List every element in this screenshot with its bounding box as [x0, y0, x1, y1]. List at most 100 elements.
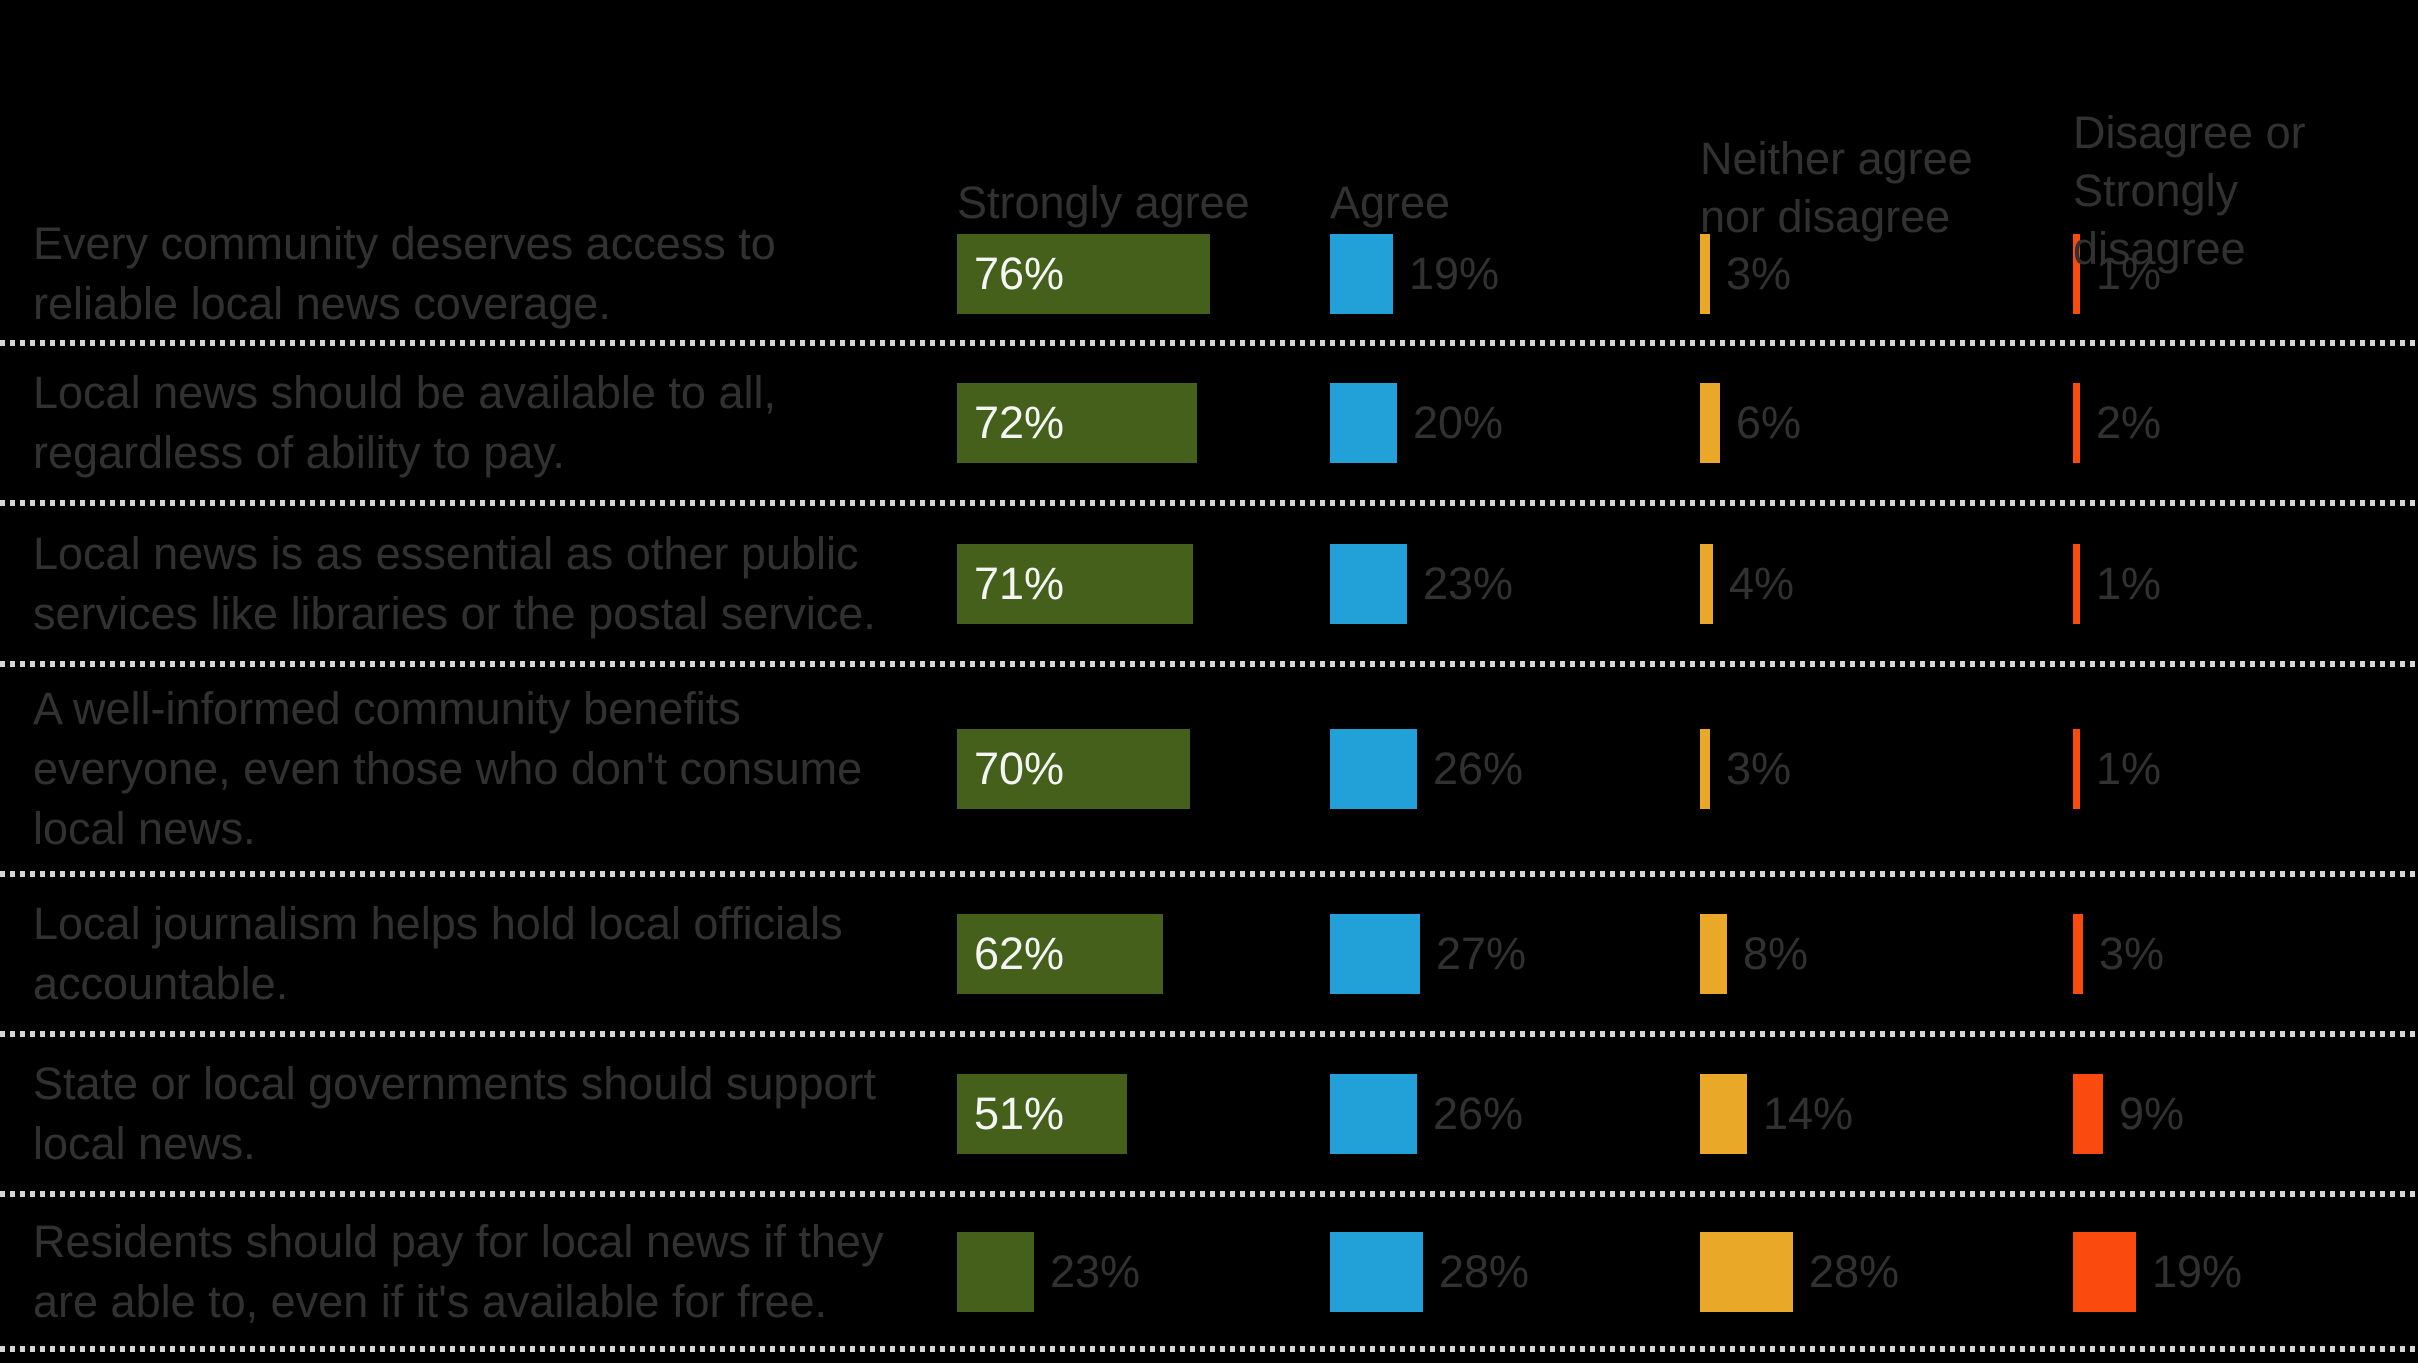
bar-agree: [1330, 729, 1417, 809]
bar-cell-disagree-or-strongly-disagree: 9%: [2073, 1074, 2418, 1154]
bar-disagree-or-strongly-disagree: [2073, 729, 2080, 809]
row-separator: [0, 871, 2418, 877]
value-label: 19%: [2152, 1245, 2243, 1297]
value-label-inside: 51%: [974, 1088, 1065, 1139]
statement-label: A well-informed community benefits every…: [33, 683, 863, 854]
bar-neither-agree-nor-disagree: [1700, 729, 1710, 809]
bar-disagree-or-strongly-disagree: [2073, 233, 2080, 314]
statement-row: Local news is as essential as other publ…: [0, 506, 2418, 661]
statement-row: Residents should pay for local news if t…: [0, 1197, 2418, 1346]
bar-strongly-agree: [957, 1231, 1034, 1312]
row-separator: [0, 500, 2418, 506]
column-header-label: Disagree or Strongly disagree: [2073, 107, 2306, 274]
bar-cell-neither-agree-nor-disagree: 14%: [1700, 1074, 2073, 1154]
value-label: 28%: [1809, 1245, 1900, 1297]
row-separator: [0, 661, 2418, 667]
column-headers: Strongly agree Agree Neither agree nor d…: [0, 0, 2418, 274]
bar-cell-strongly-agree: 72%: [957, 383, 1330, 463]
bar-cell-neither-agree-nor-disagree: 8%: [1700, 914, 2073, 994]
bar-agree: [1330, 383, 1397, 463]
value-label: 23%: [1423, 557, 1514, 609]
bar-disagree-or-strongly-disagree: [2073, 1231, 2136, 1312]
column-header-agree: Agree: [1330, 116, 1700, 236]
bar-disagree-or-strongly-disagree: [2073, 543, 2080, 624]
value-label: 9%: [2119, 1088, 2185, 1139]
bar-cell-strongly-agree: 62%: [957, 914, 1330, 994]
statement-label: State or local governments should suppor…: [33, 1058, 876, 1169]
value-label: 1%: [2096, 557, 2162, 609]
value-label: 14%: [1763, 1088, 1854, 1139]
value-label: 3%: [2099, 928, 2165, 979]
value-label: 19%: [1409, 247, 1500, 299]
bar-cell-strongly-agree: 76%: [957, 233, 1330, 314]
bar-strongly-agree: 71%: [957, 543, 1193, 624]
bar-strongly-agree: 72%: [957, 383, 1197, 463]
value-label: 23%: [1050, 1245, 1141, 1297]
rows: Every community deserves access to relia…: [0, 207, 2418, 1352]
bar-disagree-or-strongly-disagree: [2073, 914, 2083, 994]
bar-cell-neither-agree-nor-disagree: 4%: [1700, 543, 2073, 624]
bar-strongly-agree: 51%: [957, 1074, 1127, 1154]
bar-cell-strongly-agree: 70%: [957, 729, 1330, 809]
bar-cell-agree: 27%: [1330, 914, 1700, 994]
value-label: 1%: [2096, 743, 2162, 794]
value-label: 3%: [1726, 743, 1792, 794]
bar-cell-neither-agree-nor-disagree: 3%: [1700, 729, 2073, 809]
column-header-label: Strongly agree: [957, 177, 1250, 228]
value-label: 27%: [1436, 928, 1527, 979]
value-label-inside: 72%: [974, 397, 1065, 448]
bar-neither-agree-nor-disagree: [1700, 233, 1710, 314]
statement-label: Every community deserves access to relia…: [33, 217, 776, 329]
bar-cell-agree: 26%: [1330, 729, 1700, 809]
row-separator: [0, 340, 2418, 346]
bar-cell-disagree-or-strongly-disagree: 3%: [2073, 914, 2418, 994]
bar-cell-disagree-or-strongly-disagree: 19%: [2073, 1231, 2418, 1312]
bar-agree: [1330, 543, 1407, 624]
bar-neither-agree-nor-disagree: [1700, 1074, 1747, 1154]
bar-agree: [1330, 914, 1420, 994]
bar-cell-neither-agree-nor-disagree: 3%: [1700, 233, 2073, 314]
value-label: 8%: [1743, 928, 1809, 979]
value-label: 26%: [1433, 1088, 1524, 1139]
bar-agree: [1330, 1074, 1417, 1154]
bar-neither-agree-nor-disagree: [1700, 543, 1713, 624]
bar-disagree-or-strongly-disagree: [2073, 1074, 2103, 1154]
statement-label: Residents should pay for local news if t…: [33, 1215, 884, 1327]
bar-cell-strongly-agree: 71%: [957, 543, 1330, 624]
bar-neither-agree-nor-disagree: [1700, 914, 1727, 994]
value-label: 20%: [1413, 397, 1504, 448]
statement-row: State or local governments should suppor…: [0, 1037, 2418, 1191]
statement-row: A well-informed community benefits every…: [0, 667, 2418, 871]
column-header-neither-agree-nor-disagree: Neither agree nor disagree: [1700, 58, 2073, 242]
bar-strongly-agree: 76%: [957, 233, 1210, 314]
column-header-strongly-agree: Strongly agree: [957, 116, 1330, 236]
value-label: 3%: [1726, 247, 1792, 299]
value-label: 2%: [2096, 397, 2162, 448]
bar-cell-agree: 28%: [1330, 1231, 1700, 1312]
bar-cell-strongly-agree: 23%: [957, 1231, 1330, 1312]
bar-cell-agree: 20%: [1330, 383, 1700, 463]
bar-cell-agree: 23%: [1330, 543, 1700, 624]
statement-label: Local news should be available to all, r…: [33, 367, 776, 478]
value-label-inside: 62%: [974, 928, 1065, 979]
value-label: 6%: [1736, 397, 1802, 448]
value-label-inside: 71%: [974, 557, 1065, 609]
column-header-disagree-or-strongly-disagree: Disagree or Strongly disagree: [2073, 0, 2418, 274]
bar-cell-agree: 19%: [1330, 233, 1700, 314]
bar-agree: [1330, 233, 1393, 314]
bar-strongly-agree: 70%: [957, 729, 1190, 809]
bar-neither-agree-nor-disagree: [1700, 383, 1720, 463]
bar-cell-strongly-agree: 51%: [957, 1074, 1330, 1154]
statement-row: Local journalism helps hold local offici…: [0, 877, 2418, 1031]
bar-cell-disagree-or-strongly-disagree: 2%: [2073, 383, 2418, 463]
value-label: 26%: [1433, 743, 1524, 794]
bar-strongly-agree: 62%: [957, 914, 1163, 994]
row-separator: [0, 1031, 2418, 1037]
bar-cell-neither-agree-nor-disagree: 6%: [1700, 383, 2073, 463]
statement-label: Local journalism helps hold local offici…: [33, 898, 843, 1009]
column-header-label: Agree: [1330, 177, 1451, 228]
bar-neither-agree-nor-disagree: [1700, 1231, 1793, 1312]
value-label: 4%: [1729, 557, 1795, 609]
row-separator: [0, 1191, 2418, 1197]
